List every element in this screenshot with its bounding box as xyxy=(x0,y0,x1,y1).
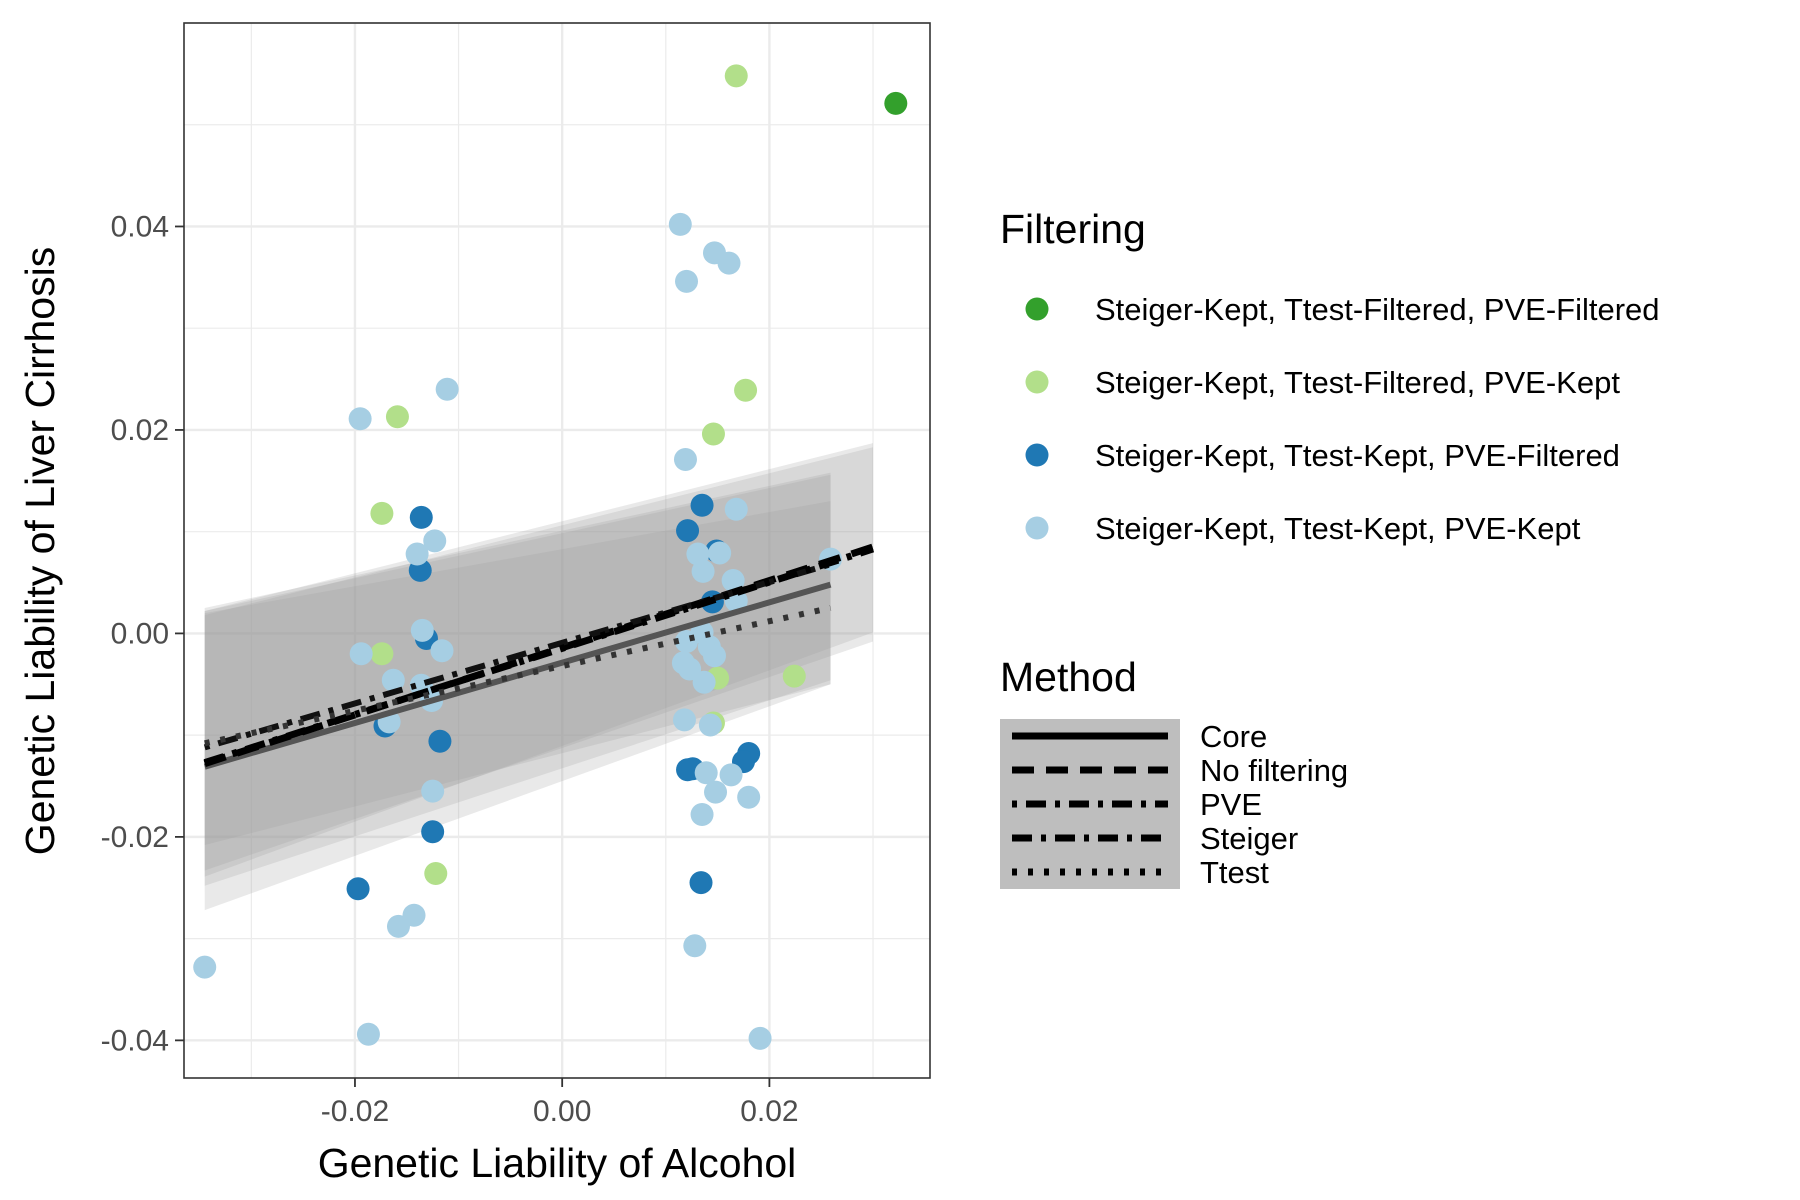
data-point xyxy=(672,708,696,732)
data-point xyxy=(402,903,426,927)
data-point xyxy=(370,501,394,525)
data-point xyxy=(691,559,715,583)
data-point xyxy=(690,803,714,827)
legend-color-key xyxy=(1025,297,1049,321)
method-legend-title: Method xyxy=(1000,654,1137,700)
plot-panel xyxy=(184,23,930,1078)
data-point xyxy=(724,64,748,88)
y-tick-label: -0.04 xyxy=(101,1024,169,1057)
data-point xyxy=(686,542,710,566)
data-point xyxy=(385,405,409,429)
data-point xyxy=(675,269,699,293)
data-point xyxy=(193,955,217,979)
data-point xyxy=(356,1022,380,1046)
data-point xyxy=(701,422,725,446)
data-point xyxy=(692,670,716,694)
data-point xyxy=(683,934,707,958)
data-point xyxy=(690,493,714,517)
data-point xyxy=(349,642,373,666)
data-point xyxy=(673,447,697,471)
data-point xyxy=(717,251,741,275)
data-point xyxy=(435,377,459,401)
x-axis-label: Genetic Liability of Alcohol xyxy=(318,1140,797,1186)
data-point xyxy=(748,1026,772,1050)
legend-color-key xyxy=(1025,443,1049,467)
data-point xyxy=(381,668,405,692)
data-point xyxy=(689,871,713,895)
legend-label: Steiger-Kept, Ttest-Kept, PVE-Kept xyxy=(1095,511,1581,546)
x-tick-label: 0.02 xyxy=(740,1095,798,1128)
data-point xyxy=(405,542,429,566)
data-point xyxy=(708,541,732,565)
legend-color-key xyxy=(1025,516,1049,540)
data-point xyxy=(410,618,434,642)
legend-label: Steiger-Kept, Ttest-Kept, PVE-Filtered xyxy=(1095,438,1620,473)
data-point xyxy=(428,729,452,753)
x-axis-ticks: -0.02 0.00 0.02 xyxy=(321,1078,799,1128)
data-point xyxy=(734,378,758,402)
data-point xyxy=(676,519,700,543)
data-points xyxy=(193,64,908,1050)
data-point xyxy=(737,785,761,809)
legend-color-key xyxy=(1025,370,1049,394)
regression-lines xyxy=(203,543,875,770)
y-tick-label: -0.02 xyxy=(101,821,169,854)
legend-label: Core xyxy=(1200,719,1267,754)
data-point xyxy=(719,763,743,787)
data-point xyxy=(430,639,454,663)
y-tick-label: 0.04 xyxy=(111,210,169,243)
filtering-legend: Filtering Steiger-Kept, Ttest-Filtered, P… xyxy=(1000,206,1660,546)
legend-label: No filtering xyxy=(1200,753,1348,788)
data-point xyxy=(702,644,726,668)
data-point xyxy=(782,664,806,688)
x-tick-label: 0.00 xyxy=(533,1095,591,1128)
data-point xyxy=(694,761,718,785)
data-point xyxy=(423,529,447,553)
data-point xyxy=(346,877,370,901)
data-point xyxy=(421,820,445,844)
confidence-band xyxy=(204,472,831,886)
regression-line xyxy=(204,605,832,747)
data-point xyxy=(704,780,728,804)
data-point xyxy=(724,497,748,521)
y-axis-label: Genetic Liability of Liver Cirrhosis xyxy=(17,247,63,855)
data-point xyxy=(421,779,445,803)
data-point xyxy=(370,642,394,666)
legend-label: Steiger-Kept, Ttest-Filtered, PVE-Filter… xyxy=(1095,292,1660,327)
data-point xyxy=(668,212,692,236)
data-point xyxy=(678,657,702,681)
data-point xyxy=(884,91,908,115)
legend-label: Steiger xyxy=(1200,821,1298,856)
data-point xyxy=(424,862,448,886)
plot-border xyxy=(183,22,931,1079)
y-tick-label: 0.00 xyxy=(111,617,169,650)
data-point xyxy=(348,407,372,431)
y-tick-label: 0.02 xyxy=(111,414,169,447)
legend-label: Steiger-Kept, Ttest-Filtered, PVE-Kept xyxy=(1095,365,1620,400)
data-point xyxy=(698,713,722,737)
confidence-band xyxy=(204,474,831,911)
data-point xyxy=(721,569,745,593)
regression-line xyxy=(203,545,875,766)
legend-label: Ttest xyxy=(1200,855,1269,890)
x-tick-label: -0.02 xyxy=(321,1095,389,1128)
filtering-legend-title: Filtering xyxy=(1000,206,1146,252)
legend-key-background xyxy=(1000,855,1180,889)
legend-label: PVE xyxy=(1200,787,1262,822)
y-axis-ticks: -0.04 -0.02 0.00 0.02 0.04 xyxy=(101,210,184,1057)
data-point xyxy=(409,505,433,529)
